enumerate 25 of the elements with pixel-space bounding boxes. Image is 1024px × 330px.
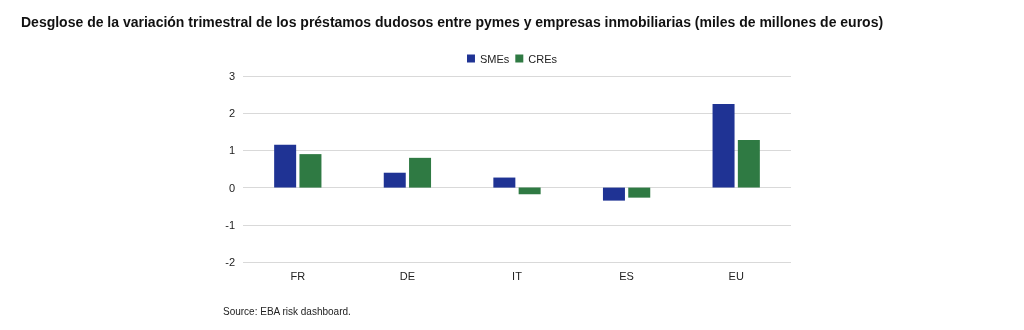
y-tick-label: -1 — [225, 218, 235, 231]
bar — [493, 177, 516, 188]
chart-title: Desglose de la variación trimestral de los préstamos dudosos entre pymes y empresas inmobiliarias (miles de millones de euros) — [21, 14, 884, 30]
source-note: Source: EBA risk dashboard. — [223, 305, 351, 317]
y-tick-label: -2 — [225, 256, 235, 268]
y-tick-label: 0 — [228, 181, 235, 194]
legend-label: CREs — [528, 52, 558, 65]
bar — [409, 157, 432, 188]
bar — [737, 139, 760, 188]
x-tick-label: FR — [290, 269, 306, 282]
x-tick-label: ES — [619, 269, 634, 282]
bar — [383, 172, 406, 188]
x-tick-label: IT — [512, 269, 523, 282]
y-tick-label: 2 — [228, 107, 235, 120]
bar — [274, 144, 297, 188]
legend-label: SMEs — [479, 52, 510, 65]
bar — [628, 187, 651, 198]
bar — [518, 187, 541, 195]
y-tick-label: 3 — [228, 70, 235, 82]
y-tick-label: 1 — [228, 144, 235, 157]
x-tick-label: DE — [399, 269, 416, 282]
bar — [602, 187, 625, 201]
x-tick-label: EU — [728, 269, 744, 282]
bar — [712, 103, 735, 188]
bar — [299, 154, 322, 188]
